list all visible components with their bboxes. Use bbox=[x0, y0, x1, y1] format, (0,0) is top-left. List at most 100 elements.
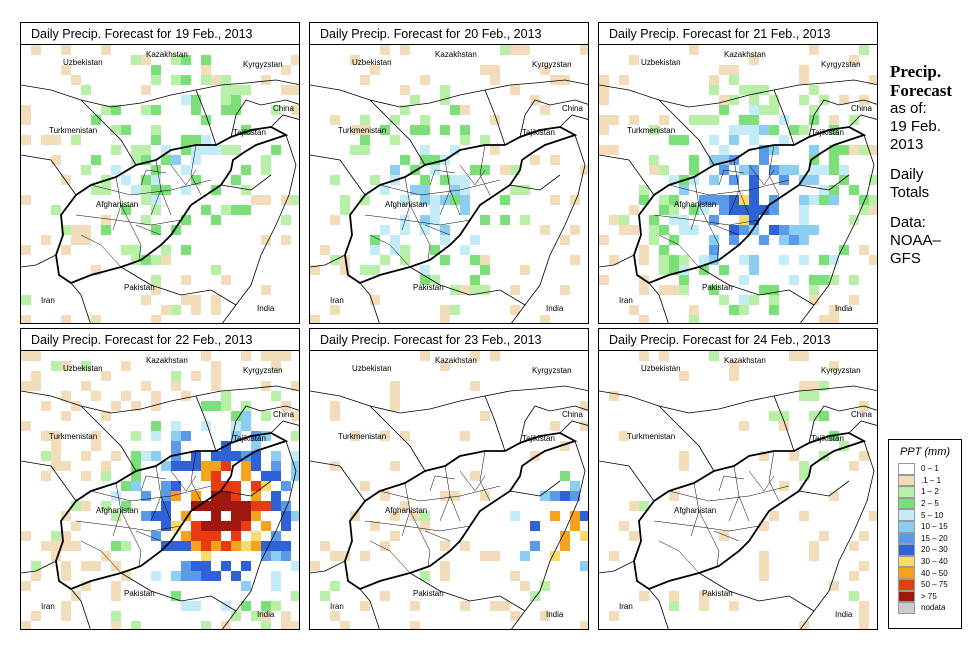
legend-item: .1 – 1 bbox=[889, 474, 961, 487]
precip-cell bbox=[291, 621, 299, 629]
precip-cell bbox=[21, 421, 31, 431]
precip-cell bbox=[171, 591, 181, 601]
precip-cell bbox=[241, 185, 251, 195]
precip-cell bbox=[779, 165, 789, 175]
precip-cell bbox=[829, 115, 839, 125]
precip-cell bbox=[211, 541, 221, 551]
precip-cell bbox=[829, 275, 839, 285]
precip-cell bbox=[619, 431, 629, 441]
precip-cell bbox=[619, 215, 629, 225]
precip-cell bbox=[281, 521, 291, 531]
precip-cell bbox=[420, 265, 430, 275]
precip-cell bbox=[779, 421, 789, 431]
precip-cell bbox=[201, 501, 211, 511]
precip-cell bbox=[629, 501, 639, 511]
precip-cell bbox=[81, 381, 91, 391]
precip-cell bbox=[51, 541, 61, 551]
precip-cell bbox=[231, 511, 241, 521]
country-label-afghanistan: Afghanistan bbox=[385, 506, 427, 515]
precip-cell bbox=[410, 511, 420, 521]
province-border bbox=[459, 164, 486, 186]
precip-cell bbox=[151, 105, 161, 115]
country-label-india: India bbox=[257, 610, 275, 619]
precip-cell bbox=[370, 521, 380, 531]
precip-cell bbox=[829, 491, 839, 501]
precip-cell bbox=[201, 551, 211, 561]
precip-cell bbox=[181, 541, 191, 551]
precip-cell bbox=[609, 115, 619, 125]
precip-cell bbox=[350, 55, 360, 65]
precip-cell bbox=[241, 461, 251, 471]
precip-cell bbox=[261, 235, 271, 245]
precip-cell bbox=[41, 235, 51, 245]
precip-cell bbox=[161, 155, 171, 165]
precip-cell bbox=[410, 125, 420, 135]
country-label-kazakhstan: Kazakhstan bbox=[146, 356, 188, 365]
precip-cell bbox=[71, 135, 81, 145]
precip-cell bbox=[61, 601, 71, 611]
precip-cell bbox=[649, 125, 659, 135]
country-border bbox=[409, 266, 526, 306]
province-border bbox=[698, 204, 720, 261]
precip-cell bbox=[719, 145, 729, 155]
precip-cell bbox=[340, 621, 350, 629]
precip-cell bbox=[251, 461, 261, 471]
precip-cell bbox=[500, 45, 510, 55]
precip-cell bbox=[859, 601, 869, 611]
precip-cell bbox=[869, 255, 877, 265]
precip-cell bbox=[779, 481, 789, 491]
precip-cell bbox=[191, 541, 201, 551]
precip-cell bbox=[679, 275, 689, 285]
precip-cell bbox=[271, 471, 281, 481]
precip-cell bbox=[859, 611, 869, 621]
precip-cell bbox=[171, 571, 181, 581]
precip-cell bbox=[181, 601, 191, 611]
precip-cell bbox=[141, 195, 151, 205]
province-border bbox=[135, 530, 162, 542]
precip-cell bbox=[819, 185, 829, 195]
precip-cell bbox=[330, 581, 340, 591]
precip-cell bbox=[51, 451, 61, 461]
precip-cell bbox=[221, 501, 231, 511]
precip-cell bbox=[659, 351, 669, 361]
country-label-tajikistan: Tajikistan bbox=[522, 128, 555, 137]
legend-label: 1 – 2 bbox=[921, 487, 939, 497]
precip-cell bbox=[171, 305, 181, 315]
precip-cell bbox=[669, 235, 679, 245]
precip-cell bbox=[151, 531, 161, 541]
forecast-panel-1: Daily Precip. Forecast for 19 Feb., 2013 … bbox=[20, 22, 300, 324]
province-border bbox=[658, 540, 700, 574]
precip-cell bbox=[470, 255, 480, 265]
province-border bbox=[364, 214, 471, 226]
panel-title: Daily Precip. Forecast for 19 Feb., 2013 bbox=[21, 23, 299, 45]
precip-cell bbox=[669, 285, 679, 295]
province-border bbox=[728, 465, 740, 522]
precip-cell bbox=[241, 601, 251, 611]
precip-cell bbox=[51, 461, 61, 471]
precip-cell bbox=[759, 205, 769, 215]
precip-cell bbox=[91, 391, 101, 401]
precip-cell bbox=[510, 511, 520, 521]
country-label-pakistan: Pakistan bbox=[413, 283, 444, 292]
precip-cell bbox=[151, 401, 161, 411]
precip-cell bbox=[719, 205, 729, 215]
precip-cell bbox=[161, 461, 171, 471]
precip-cell bbox=[809, 85, 819, 95]
precip-cell bbox=[390, 245, 400, 255]
precip-cell bbox=[510, 185, 520, 195]
precip-cell bbox=[420, 175, 430, 185]
precip-cell bbox=[599, 235, 609, 245]
precip-cell bbox=[131, 245, 141, 255]
precip-cell bbox=[819, 165, 829, 175]
country-label-kyrgyzstan: Kyrgyzstan bbox=[243, 60, 283, 69]
precip-cell bbox=[241, 165, 251, 175]
country-label-kazakhstan: Kazakhstan bbox=[146, 50, 188, 59]
precip-cell bbox=[639, 351, 649, 361]
afghanistan-border bbox=[344, 432, 578, 591]
country-label-tajikistan: Tajikistan bbox=[811, 434, 844, 443]
precip-cell bbox=[729, 175, 739, 185]
precip-cell bbox=[809, 551, 819, 561]
precip-cell bbox=[261, 195, 271, 205]
panel-title: Daily Precip. Forecast for 21 Feb., 2013 bbox=[599, 23, 877, 45]
precip-cell bbox=[759, 145, 769, 155]
